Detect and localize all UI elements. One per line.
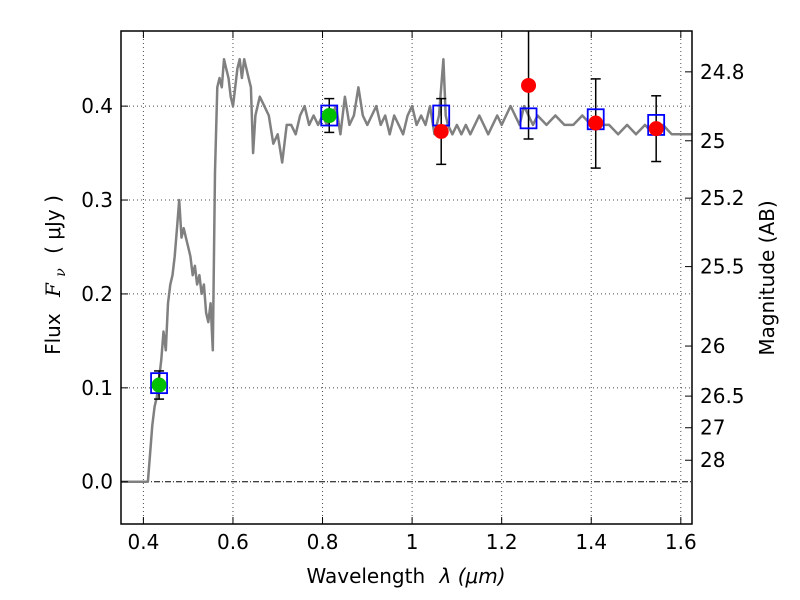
axes-frame <box>120 30 693 525</box>
x-axis-ticks: 0.4 0.6 0.8 1 1.2 1.4 1.6 <box>127 31 697 554</box>
grid-lines <box>121 31 692 524</box>
model-photometry-square <box>150 372 168 395</box>
spectrum-line <box>121 57 692 483</box>
x-axis-label-symbol: λ (μm) <box>439 564 506 588</box>
x-tick-label: 1.2 <box>486 530 518 554</box>
x-tick-label: 0.4 <box>127 530 159 554</box>
y-axis-ticks: 0.0 0.1 0.2 0.3 0.4 <box>81 94 128 494</box>
detection-point <box>321 108 337 124</box>
y2-tick-label: 24.8 <box>700 60 745 84</box>
y2-axis-ticks: 24.8 25 25.2 25.5 26 26.5 27 28 <box>685 60 745 472</box>
detection-point <box>151 377 167 393</box>
measurement-point <box>588 115 604 131</box>
x-axis-label: Wavelength λ (μm) <box>306 564 505 588</box>
y2-axis-label: Magnitude (AB) <box>755 200 779 355</box>
y2-tick-label: 27 <box>700 416 725 440</box>
x-tick-label: 1.6 <box>665 530 697 554</box>
y-tick-label: 0.2 <box>81 282 113 306</box>
measurement-point <box>521 77 537 93</box>
y2-tick-label: 25.5 <box>700 255 745 279</box>
y-axis-label-math: F <box>41 282 65 298</box>
model-photometry-square <box>320 104 339 127</box>
y-tick-label: 0.3 <box>81 188 113 212</box>
y2-tick-label: 26.5 <box>700 384 745 408</box>
measurement-point <box>433 123 449 139</box>
y-axis-label: Flux F ν ( μJy ) <box>41 195 70 355</box>
y2-tick-label: 25.2 <box>700 186 745 210</box>
y2-tick-label: 25 <box>700 129 725 153</box>
x-tick-label: 1.4 <box>575 530 607 554</box>
y-axis-label-unit: ( μJy ) <box>41 195 65 254</box>
y-axis-label-math-sub: ν <box>53 268 69 277</box>
y-tick-label: 0.1 <box>81 376 113 400</box>
y-tick-label: 0.0 <box>81 470 113 494</box>
y2-tick-label: 28 <box>700 448 725 472</box>
plot-area <box>121 31 692 483</box>
x-tick-label: 1 <box>406 530 419 554</box>
y-axis-label-text: Flux <box>41 313 65 355</box>
x-axis-label-text: Wavelength <box>306 564 425 588</box>
x-tick-label: 0.8 <box>307 530 339 554</box>
y-tick-label: 0.4 <box>81 94 113 118</box>
measurement-point <box>648 121 664 137</box>
model-photometry-square <box>519 107 538 130</box>
y2-tick-label: 26 <box>700 334 725 358</box>
x-tick-label: 0.6 <box>217 530 249 554</box>
